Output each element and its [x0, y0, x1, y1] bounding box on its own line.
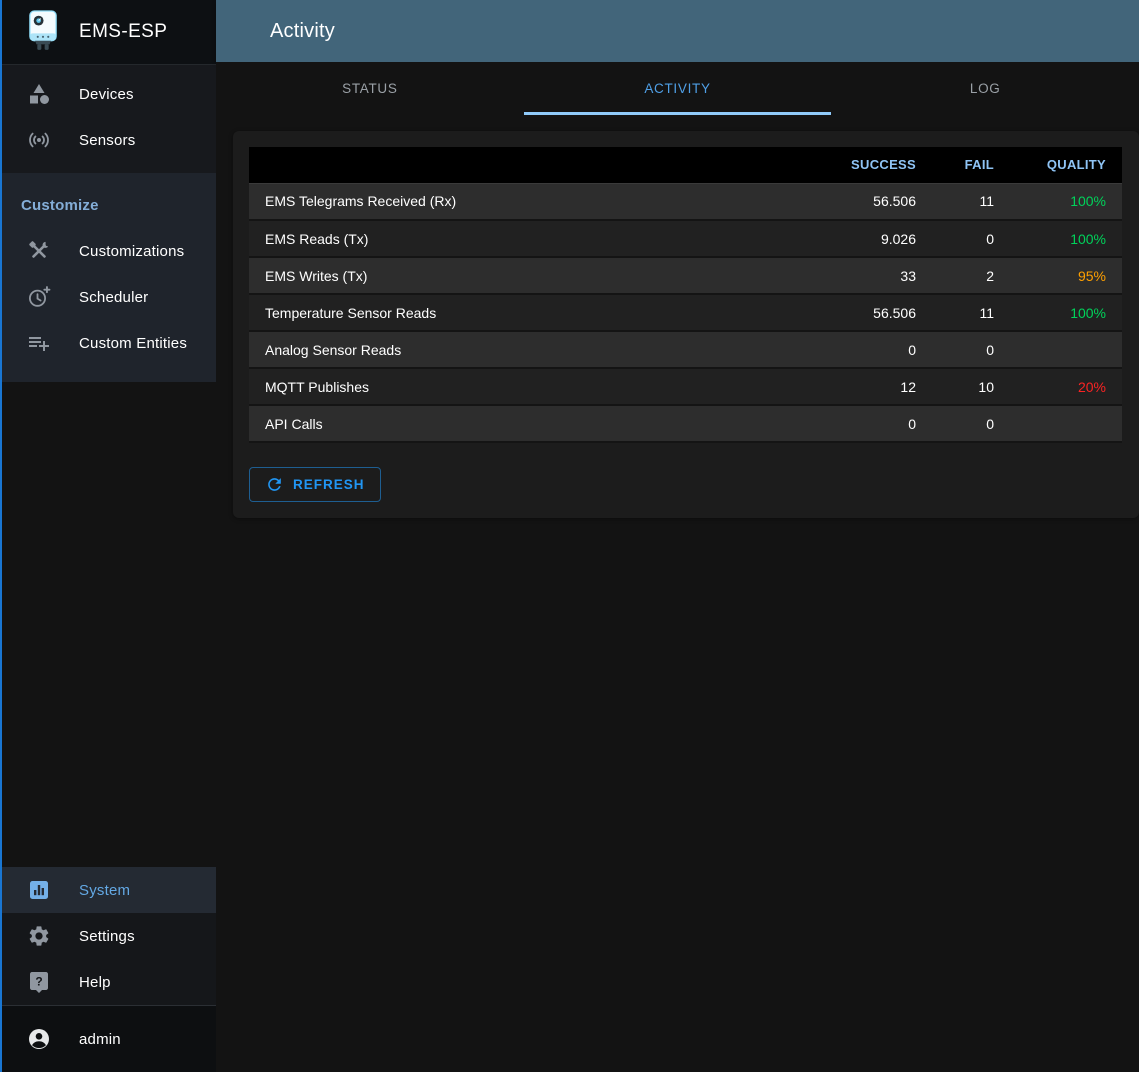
tab-activity[interactable]: ACTIVITY	[523, 62, 832, 115]
sidebar-item-label: Settings	[79, 927, 135, 945]
sensors-icon	[29, 132, 49, 148]
column-header-success: SUCCESS	[812, 147, 932, 183]
row-name: Temperature Sensor Reads	[249, 294, 812, 331]
sidebar: EMS-ESP Devices Sensors Customize	[0, 0, 216, 1072]
sidebar-item-sensors[interactable]: Sensors	[0, 117, 216, 163]
refresh-icon	[268, 478, 281, 491]
customize-section-header: Customize	[21, 197, 99, 214]
tab-log[interactable]: LOG	[969, 81, 1001, 96]
row-fail: 11	[932, 183, 1010, 220]
activity-table: SUCCESS FAIL QUALITY EMS Telegrams Recei…	[249, 147, 1122, 443]
table-row: MQTT Publishes 12 10 20%	[249, 368, 1122, 405]
sidebar-spacer	[0, 382, 216, 867]
row-fail: 0	[932, 331, 1010, 368]
sidebar-item-scheduler[interactable]: Scheduler	[0, 274, 216, 320]
row-name: EMS Writes (Tx)	[249, 257, 812, 294]
account-circle-icon	[29, 1029, 49, 1049]
row-quality: 20%	[1010, 368, 1122, 405]
main-area: Activity STATUS ACTIVITY LOG SUCCESS FAI…	[216, 0, 1139, 1072]
sidebar-group-customize: Customize Customizations Sche	[0, 173, 216, 382]
row-name: MQTT Publishes	[249, 368, 812, 405]
sidebar-item-help[interactable]: ? Help	[0, 959, 216, 1005]
row-quality: 100%	[1010, 294, 1122, 331]
table-header-row: SUCCESS FAIL QUALITY	[249, 147, 1122, 183]
sidebar-item-label: Custom Entities	[79, 334, 188, 352]
row-quality	[1010, 331, 1122, 368]
refresh-button[interactable]: REFRESH	[249, 467, 381, 502]
row-success: 12	[812, 368, 932, 405]
app-title: EMS-ESP	[79, 21, 168, 42]
row-quality	[1010, 405, 1122, 442]
window-edge-accent	[0, 0, 2, 1072]
boiler-logo-icon	[29, 10, 57, 50]
row-name: EMS Telegrams Received (Rx)	[249, 183, 812, 220]
refresh-button-label: REFRESH	[293, 477, 365, 492]
svg-text:?: ?	[35, 975, 42, 989]
row-quality: 100%	[1010, 183, 1122, 220]
page-title: Activity	[270, 19, 335, 42]
sidebar-user-section: admin	[0, 1006, 216, 1072]
row-quality: 100%	[1010, 220, 1122, 257]
table-row: Temperature Sensor Reads 56.506 11 100%	[249, 294, 1122, 331]
live-help-icon: ?	[30, 972, 48, 993]
row-success: 56.506	[812, 183, 932, 220]
table-row: EMS Reads (Tx) 9.026 0 100%	[249, 220, 1122, 257]
column-header-name	[249, 147, 812, 183]
table-row: Analog Sensor Reads 0 0	[249, 331, 1122, 368]
row-quality: 95%	[1010, 257, 1122, 294]
sidebar-item-label: Customizations	[79, 242, 185, 260]
user-name-label: admin	[79, 1030, 121, 1048]
sidebar-item-settings[interactable]: Settings	[0, 913, 216, 959]
row-success: 0	[812, 405, 932, 442]
row-success: 56.506	[812, 294, 932, 331]
row-fail: 2	[932, 257, 1010, 294]
column-header-fail: FAIL	[932, 147, 1010, 183]
tab-status[interactable]: STATUS	[342, 81, 398, 96]
tab-bar: STATUS ACTIVITY LOG	[216, 62, 1139, 115]
row-name: EMS Reads (Tx)	[249, 220, 812, 257]
sidebar-item-system[interactable]: System	[0, 867, 216, 913]
row-fail: 0	[932, 405, 1010, 442]
sidebar-item-label: Help	[79, 973, 111, 991]
playlist-add-icon	[29, 337, 49, 351]
appbar: Activity	[216, 0, 1139, 62]
sidebar-item-label: System	[79, 881, 131, 899]
app-logo-row: EMS-ESP	[0, 0, 216, 65]
row-fail: 11	[932, 294, 1010, 331]
row-success: 0	[812, 331, 932, 368]
sidebar-item-label: Devices	[79, 85, 134, 103]
table-row: EMS Writes (Tx) 33 2 95%	[249, 257, 1122, 294]
row-name: Analog Sensor Reads	[249, 331, 812, 368]
sidebar-item-label: Scheduler	[79, 288, 149, 306]
table-row: API Calls 0 0	[249, 405, 1122, 442]
row-fail: 10	[932, 368, 1010, 405]
sidebar-item-custom-entities[interactable]: Custom Entities	[0, 320, 216, 366]
sidebar-divider	[0, 1005, 216, 1006]
sidebar-item-devices[interactable]: Devices	[0, 71, 216, 117]
column-header-quality: QUALITY	[1010, 147, 1122, 183]
activity-card: SUCCESS FAIL QUALITY EMS Telegrams Recei…	[233, 131, 1139, 518]
gear-icon	[29, 926, 49, 946]
sidebar-group-bottom: Settings ? Help	[0, 913, 216, 1005]
more-time-icon	[29, 286, 51, 307]
sidebar-group-main: Devices Sensors	[0, 65, 216, 173]
sidebar-item-label: Sensors	[79, 131, 136, 149]
sidebar-item-customizations[interactable]: Customizations	[0, 228, 216, 274]
poll-icon	[30, 881, 48, 899]
table-row: EMS Telegrams Received (Rx) 56.506 11 10…	[249, 183, 1122, 220]
row-success: 33	[812, 257, 932, 294]
row-name: API Calls	[249, 405, 812, 442]
construction-icon	[29, 241, 49, 258]
row-fail: 0	[932, 220, 1010, 257]
row-success: 9.026	[812, 220, 932, 257]
category-icon	[30, 84, 49, 104]
sidebar-item-admin[interactable]: admin	[0, 1016, 216, 1062]
